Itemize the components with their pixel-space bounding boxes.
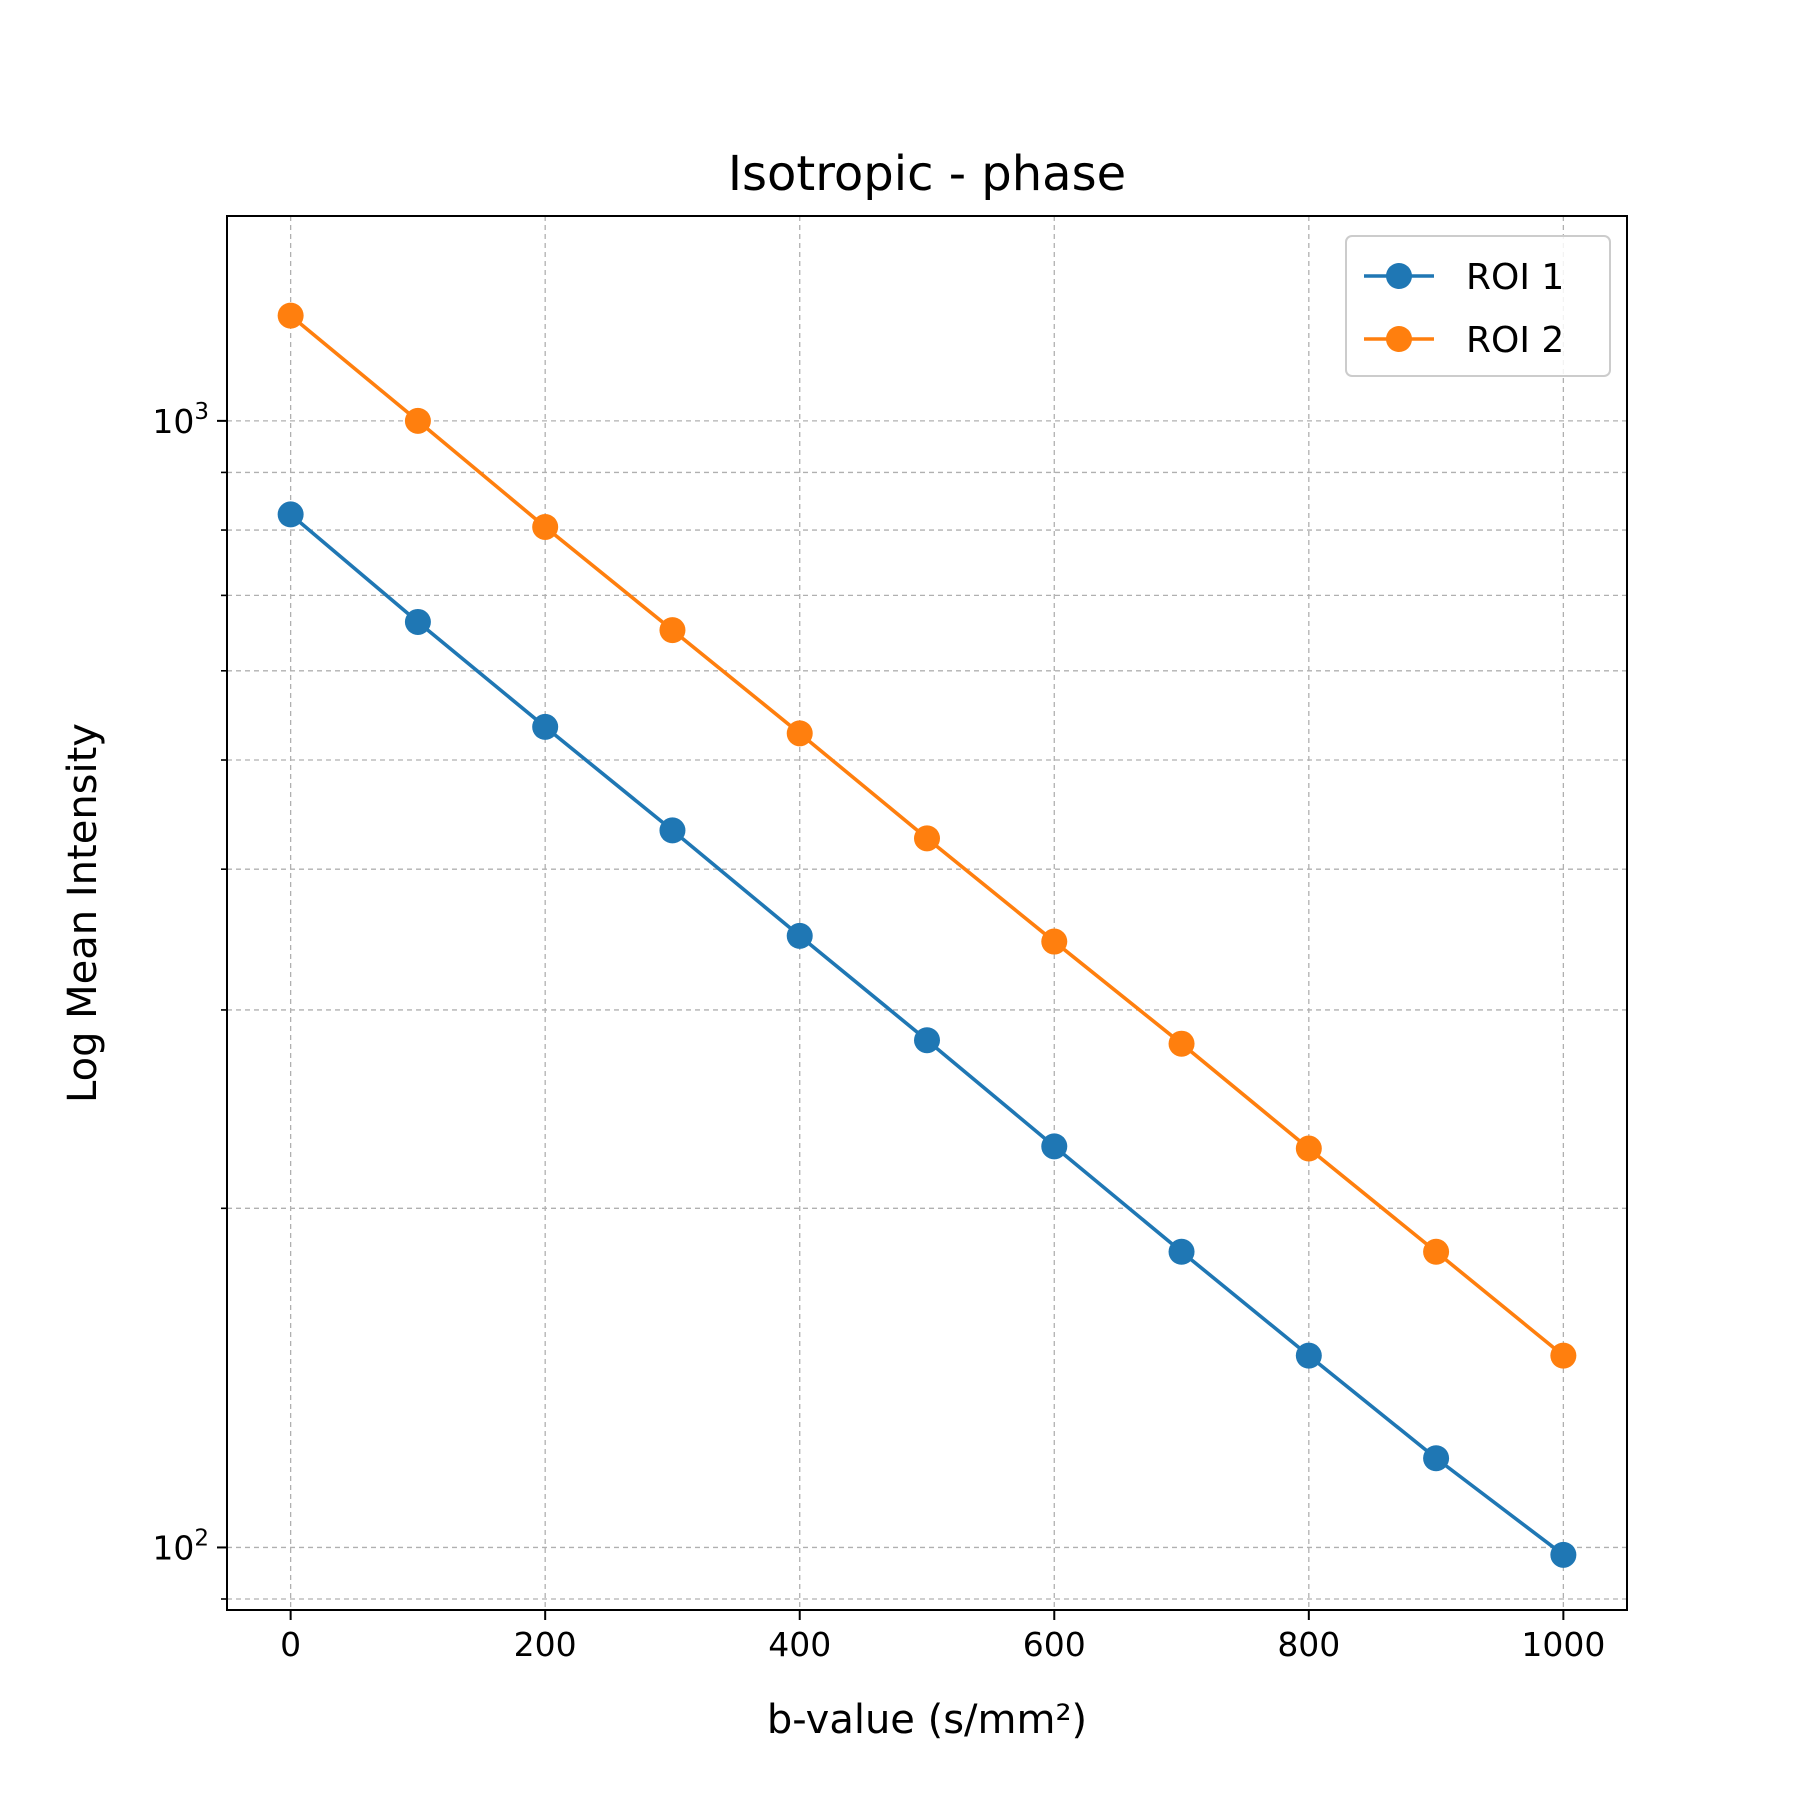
legend-item-2: ROI 2 [1364,320,1564,361]
legend: ROI 1 ROI 2 [1345,235,1611,377]
x-tick-label: 1000 [1521,1625,1605,1664]
data-point [914,1027,940,1054]
grid [227,216,1627,1610]
data-point [1168,1238,1195,1265]
x-tick-label: 0 [280,1625,301,1664]
legend-label: ROI 1 [1466,257,1564,298]
data-point [1550,1541,1577,1568]
plot-frame [226,215,1628,1611]
data-point [1168,1030,1195,1057]
data-point [1295,1342,1322,1369]
x-tick-label: 600 [1023,1625,1086,1664]
legend-item-1: ROI 1 [1364,257,1564,298]
legend-box [1345,235,1611,377]
y-tick-label: 103 [152,399,209,441]
legend-label: ROI 2 [1466,320,1564,361]
data-point [786,720,813,747]
y-tick-label-exponent: 3 [194,399,209,425]
x-tick-label: 400 [768,1625,831,1664]
data-point [786,922,813,949]
y-tick-label: 102 [152,1525,209,1567]
data-point [1423,1238,1450,1265]
series-layer [277,302,1577,1568]
data-point [914,825,940,852]
data-point [404,407,431,434]
data-point [659,817,686,844]
legend-marker [1386,263,1412,289]
data-point [1041,1133,1068,1160]
series-2 [277,302,1577,1369]
legend-marker [1386,326,1412,352]
chart-title: Isotropic - phase [728,146,1126,202]
data-point [532,713,559,740]
y-axis-label: Log Mean Intensity [60,723,106,1103]
data-point [659,617,686,644]
data-point [1295,1135,1322,1162]
data-point [1550,1342,1577,1369]
data-point [404,608,431,635]
y-tick-label-base: 10 [152,1528,194,1567]
x-tick-label: 800 [1277,1625,1340,1664]
data-point [1041,928,1068,955]
y-tick-label-exponent: 2 [194,1525,209,1551]
data-point [277,501,304,528]
data-point [277,302,304,329]
x-tick-label: 200 [514,1625,577,1664]
data-point [532,513,559,540]
x-axis-label: b-value (s/mm²) [767,1697,1087,1743]
series-1 [277,501,1577,1568]
y-tick-label-base: 10 [152,402,194,441]
data-point [1423,1445,1450,1472]
